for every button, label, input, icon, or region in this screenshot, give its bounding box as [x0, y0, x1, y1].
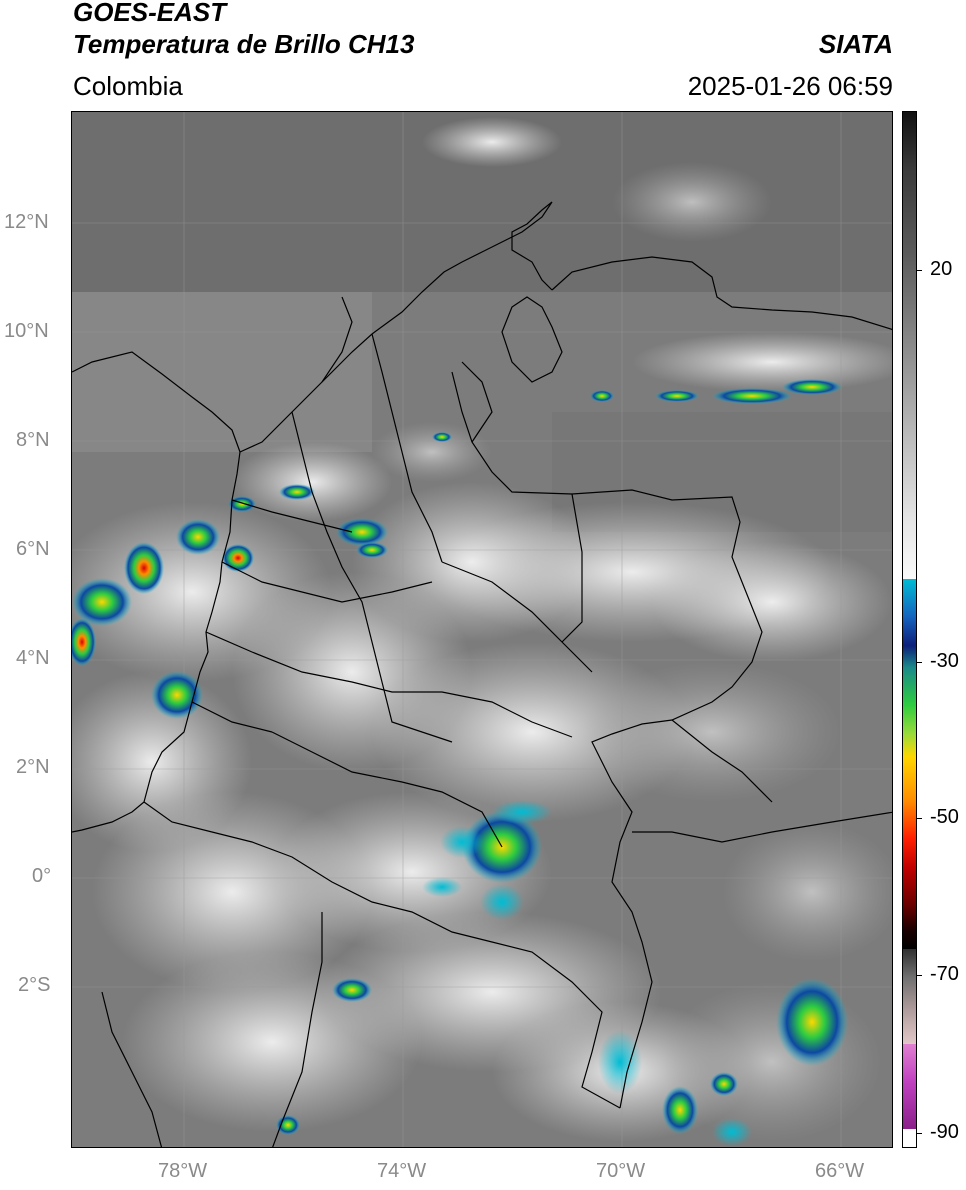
colorbar-tick-minus50	[917, 818, 922, 819]
lat-label-10n: 10°N	[4, 320, 49, 342]
product-title: Temperatura de Brillo CH13	[73, 29, 415, 59]
satellite-map[interactable]	[71, 111, 893, 1148]
lon-label-70w: 70°W	[596, 1160, 646, 1182]
lon-label-74w: 74°W	[377, 1160, 427, 1182]
lon-label-78w: 78°W	[158, 1160, 208, 1182]
colorbar-label-minus50: -50	[930, 806, 959, 828]
colorbar	[902, 111, 917, 1148]
agency-label: SIATA	[818, 29, 893, 59]
lon-label-66w: 66°W	[815, 1160, 865, 1182]
lat-label-12n: 12°N	[4, 211, 49, 233]
region-label: Colombia	[73, 71, 183, 101]
colorbar-label-minus30: -30	[930, 650, 959, 672]
colorbar-label-minus90: -90	[930, 1121, 959, 1143]
datetime-label: 2025-01-26 06:59	[687, 71, 893, 101]
lat-label-6n: 6°N	[16, 538, 50, 560]
colorbar-label-minus70: -70	[930, 963, 959, 985]
lat-label-8n: 8°N	[16, 429, 50, 451]
convective-cells	[72, 379, 848, 1146]
colorbar-tick-minus90	[917, 1133, 922, 1134]
map-canvas	[72, 112, 892, 1147]
lat-label-2n: 2°N	[16, 756, 50, 778]
colorbar-tick-20	[917, 270, 922, 271]
colorbar-tick-minus30	[917, 662, 922, 663]
lat-label-2s: 2°S	[18, 974, 51, 996]
satellite-title: GOES-EAST	[73, 0, 227, 27]
colorbar-tick-minus70	[917, 975, 922, 976]
colorbar-label-20: 20	[930, 258, 953, 280]
grid-lines	[72, 112, 892, 1147]
lat-label-4n: 4°N	[16, 647, 50, 669]
lat-label-0: 0°	[32, 865, 52, 887]
coastlines-and-borders	[72, 201, 892, 1147]
